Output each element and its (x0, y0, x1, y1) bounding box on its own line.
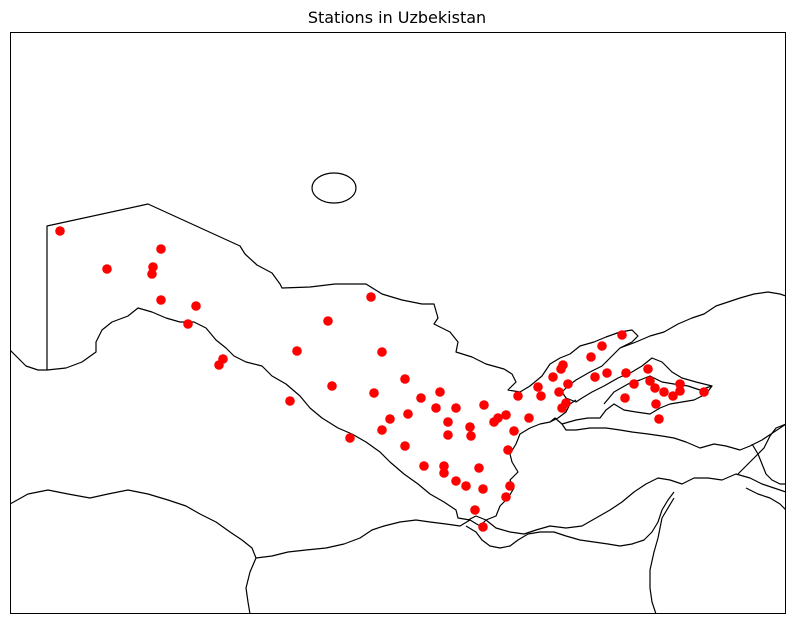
station-marker[interactable] (214, 360, 224, 370)
station-marker[interactable] (377, 425, 387, 435)
afghan-pak-border (649, 497, 675, 614)
station-marker[interactable] (699, 387, 709, 397)
tajik-afghan-border (467, 473, 786, 535)
station-marker[interactable] (650, 383, 660, 393)
station-marker[interactable] (400, 374, 410, 384)
station-marker[interactable] (675, 386, 685, 396)
station-marker[interactable] (431, 403, 441, 413)
station-marker[interactable] (629, 379, 639, 389)
station-marker[interactable] (509, 426, 519, 436)
station-marker[interactable] (474, 463, 484, 473)
station-marker[interactable] (377, 347, 387, 357)
station-marker[interactable] (590, 372, 600, 382)
afghan-east-border (465, 491, 675, 549)
station-marker[interactable] (465, 422, 475, 432)
station-marker[interactable] (501, 410, 511, 420)
pamir-border (745, 487, 786, 511)
station-marker[interactable] (55, 226, 65, 236)
country-border-layer (10, 172, 786, 614)
station-marker[interactable] (385, 414, 395, 424)
station-marker[interactable] (327, 381, 337, 391)
tajik-inner-border (549, 399, 577, 423)
station-marker[interactable] (505, 481, 515, 491)
kyrgyz-tajik-border (561, 423, 786, 451)
map-border-frame (10, 32, 786, 614)
station-marker[interactable] (451, 403, 461, 413)
station-marker[interactable] (323, 316, 333, 326)
station-marker[interactable] (602, 368, 612, 378)
station-marker[interactable] (501, 492, 511, 502)
station-marker[interactable] (366, 292, 376, 302)
station-marker[interactable] (183, 319, 193, 329)
station-marker[interactable] (675, 379, 685, 389)
station-marker[interactable] (435, 387, 445, 397)
station-marker[interactable] (586, 352, 596, 362)
station-marker[interactable] (554, 387, 564, 397)
station-marker[interactable] (285, 396, 295, 406)
station-marker[interactable] (148, 262, 158, 272)
station-marker[interactable] (479, 400, 489, 410)
china-border-2 (737, 423, 786, 475)
fergana-inner-border (603, 375, 713, 405)
station-marker[interactable] (443, 417, 453, 427)
station-marker[interactable] (536, 391, 546, 401)
station-marker[interactable] (156, 244, 166, 254)
station-marker[interactable] (102, 264, 112, 274)
station-marker[interactable] (147, 269, 157, 279)
station-marker[interactable] (597, 341, 607, 351)
station-marker[interactable] (561, 398, 571, 408)
station-marker[interactable] (191, 301, 201, 311)
station-marker[interactable] (654, 414, 664, 424)
station-marker-layer (55, 226, 709, 532)
station-marker[interactable] (651, 399, 661, 409)
station-marker[interactable] (659, 387, 669, 397)
station-marker[interactable] (524, 413, 534, 423)
station-marker[interactable] (400, 441, 410, 451)
station-marker[interactable] (416, 393, 426, 403)
station-marker[interactable] (563, 379, 573, 389)
station-marker[interactable] (466, 431, 476, 441)
station-marker[interactable] (643, 364, 653, 374)
station-marker[interactable] (617, 330, 627, 340)
kazakh-kyrgyz-border (619, 291, 786, 349)
station-marker[interactable] (478, 522, 488, 532)
station-marker[interactable] (478, 484, 488, 494)
station-marker[interactable] (513, 391, 523, 401)
turkmen-iran-border (255, 519, 471, 559)
turkmen-afghan-border (10, 489, 257, 614)
station-marker[interactable] (156, 295, 166, 305)
aral-lake (311, 172, 357, 204)
caspian-shore (10, 349, 47, 371)
station-marker[interactable] (493, 413, 503, 423)
kyrgyz-china-border (751, 443, 786, 485)
station-marker[interactable] (620, 393, 630, 403)
station-marker[interactable] (548, 372, 558, 382)
station-marker[interactable] (558, 360, 568, 370)
station-marker[interactable] (533, 382, 543, 392)
station-marker[interactable] (621, 368, 631, 378)
station-marker[interactable] (419, 461, 429, 471)
station-marker[interactable] (645, 376, 655, 386)
station-marker[interactable] (439, 461, 449, 471)
station-marker[interactable] (439, 468, 449, 478)
uzbekistan-border (46, 203, 713, 527)
station-marker[interactable] (503, 445, 513, 455)
station-marker[interactable] (403, 409, 413, 419)
station-marker[interactable] (461, 481, 471, 491)
station-marker[interactable] (668, 391, 678, 401)
map-title: Stations in Uzbekistan (307, 8, 487, 27)
map-canvas (10, 32, 786, 614)
station-marker[interactable] (443, 430, 453, 440)
station-marker[interactable] (470, 505, 480, 515)
map-frame[interactable] (10, 32, 786, 614)
station-marker[interactable] (345, 433, 355, 443)
station-marker[interactable] (369, 388, 379, 398)
station-marker[interactable] (292, 346, 302, 356)
station-marker[interactable] (451, 476, 461, 486)
